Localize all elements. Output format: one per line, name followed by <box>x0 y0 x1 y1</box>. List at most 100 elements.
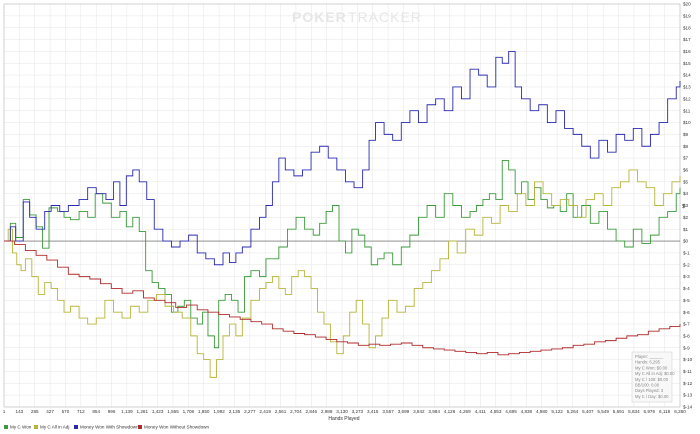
y-tick-label: $11 <box>683 108 691 113</box>
y-tick-label: $2 <box>683 215 689 220</box>
x-tick-label: 1,708 <box>183 409 195 414</box>
x-tick-label: 5,834 <box>628 409 640 414</box>
x-tick-label: 1,423 <box>152 409 164 414</box>
x-tick-label: 5,122 <box>551 409 563 414</box>
legend-swatch <box>34 425 38 429</box>
y-tick-label: $3 <box>683 203 689 208</box>
y-tick-label: $8 <box>683 144 689 149</box>
x-tick-label: 570 <box>62 409 70 414</box>
y-tick-label: $17 <box>683 37 691 42</box>
y-tick-label: $-12 <box>683 381 693 386</box>
x-tick-label: 3,415 <box>367 409 379 414</box>
info-box-frame <box>631 351 673 403</box>
x-tick-label: 4,695 <box>505 409 517 414</box>
legend-label: Money Won With Showdown <box>80 425 139 430</box>
info-line: My C All in Adj: $0.00 <box>635 371 675 376</box>
legend-swatch <box>74 425 78 429</box>
x-tick-label: 3,557 <box>382 409 394 414</box>
legend: My C Won My C All in Adj Money Won With Sh… <box>4 425 209 430</box>
x-tick-label: 4,411 <box>475 409 487 414</box>
x-tick-label: 2,419 <box>259 409 271 414</box>
x-tick-label: 4,980 <box>536 409 548 414</box>
y-tick-label: $0 <box>683 239 689 244</box>
y-tick-label: $13 <box>683 85 691 90</box>
y-tick-label: $14 <box>683 73 691 78</box>
info-line: My C / 100: $0.00 <box>635 377 669 382</box>
y-tick-label: $-11 <box>683 369 692 374</box>
x-tick-label: 4,269 <box>459 409 471 414</box>
x-tick-label: 5,549 <box>597 409 609 414</box>
legend-label: My C Won <box>10 425 32 430</box>
y-tick-label: $1 <box>683 227 689 232</box>
x-tick-label: 427 <box>46 409 54 414</box>
y-tick-label: $9 <box>683 132 689 137</box>
x-tick-label: 712 <box>77 409 85 414</box>
y-tick-label: $-14 <box>683 405 693 410</box>
y-tick-label: $5 <box>683 179 689 184</box>
y-tick-label: $-13 <box>683 393 693 398</box>
legend-label: My C All in Adj <box>40 425 69 430</box>
poker-tracker-watermark: POKER TRACKER <box>292 9 422 25</box>
y-tick-label: $15 <box>683 61 691 66</box>
x-axis-title: Hands Played <box>328 416 359 422</box>
y-tick-label: $10 <box>683 120 691 125</box>
y-tick-label: $-10 <box>683 357 693 362</box>
info-line: BB/100: 0.00 <box>635 383 660 388</box>
x-tick-label: 3,842 <box>413 409 425 414</box>
y-axis-ticks: $20 $19 $18 $17 $16 $15 $14 $13 $12 $11 $10 $9 $8 $7 $… <box>683 2 693 410</box>
series-line-1 <box>4 169 681 378</box>
watermark-part2: TRACKER <box>348 9 422 25</box>
x-tick-label: 3,273 <box>352 409 364 414</box>
x-tick-label: 285 <box>31 409 39 414</box>
x-tick-label: 2,846 <box>306 409 318 414</box>
x-tick-label: 2,988 <box>321 409 333 414</box>
watermark-part1: POKER <box>292 9 347 25</box>
x-tick-label: 3,130 <box>336 409 348 414</box>
x-axis-ticks: 1 143 285 427 570 712 854 996 1,139 1,281 1,423 1,5… <box>3 409 686 414</box>
plot-frame <box>3 3 681 408</box>
x-tick-label: 3,699 <box>398 409 410 414</box>
x-tick-label: 5,976 <box>644 409 656 414</box>
info-line: Days Played: 3 <box>635 388 664 393</box>
legend-swatch <box>4 425 8 429</box>
y-tick-label: $-3 <box>683 274 690 279</box>
x-tick-label: 1,281 <box>137 409 149 414</box>
legend-label: Money Won Without Showdown <box>144 425 209 430</box>
info-line: Player: ______ <box>635 354 664 359</box>
x-tick-label: 5,691 <box>613 409 625 414</box>
y-tick-label: $-9 <box>683 345 690 350</box>
x-tick-label: 143 <box>16 409 24 414</box>
y-tick-label: $-5 <box>683 298 690 303</box>
x-tick-label: 2,277 <box>244 409 256 414</box>
y-tick-label: $4 <box>683 191 689 196</box>
x-tick-label: 996 <box>108 409 116 414</box>
x-tick-label: 1,992 <box>213 409 225 414</box>
y-tick-label: $18 <box>683 25 691 30</box>
info-line: Hands: 6,295 <box>635 360 661 365</box>
series-lines <box>4 50 681 378</box>
y-tick-label: $16 <box>683 49 691 54</box>
series-line-3 <box>4 240 681 356</box>
x-tick-label: 1 <box>3 409 6 414</box>
x-tick-label: 5,407 <box>582 409 594 414</box>
legend-swatch <box>138 425 142 429</box>
x-tick-label: 2,704 <box>290 409 302 414</box>
info-line: My C / Day: $0.00 <box>635 394 669 399</box>
y-tick-label: $20 <box>683 2 691 7</box>
x-tick-label: 2,135 <box>229 409 241 414</box>
x-tick-label: 1,850 <box>198 409 210 414</box>
x-tick-label: 3,984 <box>428 409 440 414</box>
info-line: My C Won: $0.00 <box>635 365 668 370</box>
y-tick-label: $19 <box>683 13 691 18</box>
y-tick-label: $7 <box>683 156 689 161</box>
x-tick-label: 5,264 <box>567 409 579 414</box>
grid <box>3 3 681 408</box>
x-tick-label: 4,838 <box>521 409 533 414</box>
y-tick-label: $-6 <box>683 310 690 315</box>
series-line-2 <box>4 50 681 266</box>
y-tick-label: $-8 <box>683 333 690 338</box>
y-tick-label: $6 <box>683 168 689 173</box>
y-axis-title: $ <box>682 204 685 210</box>
